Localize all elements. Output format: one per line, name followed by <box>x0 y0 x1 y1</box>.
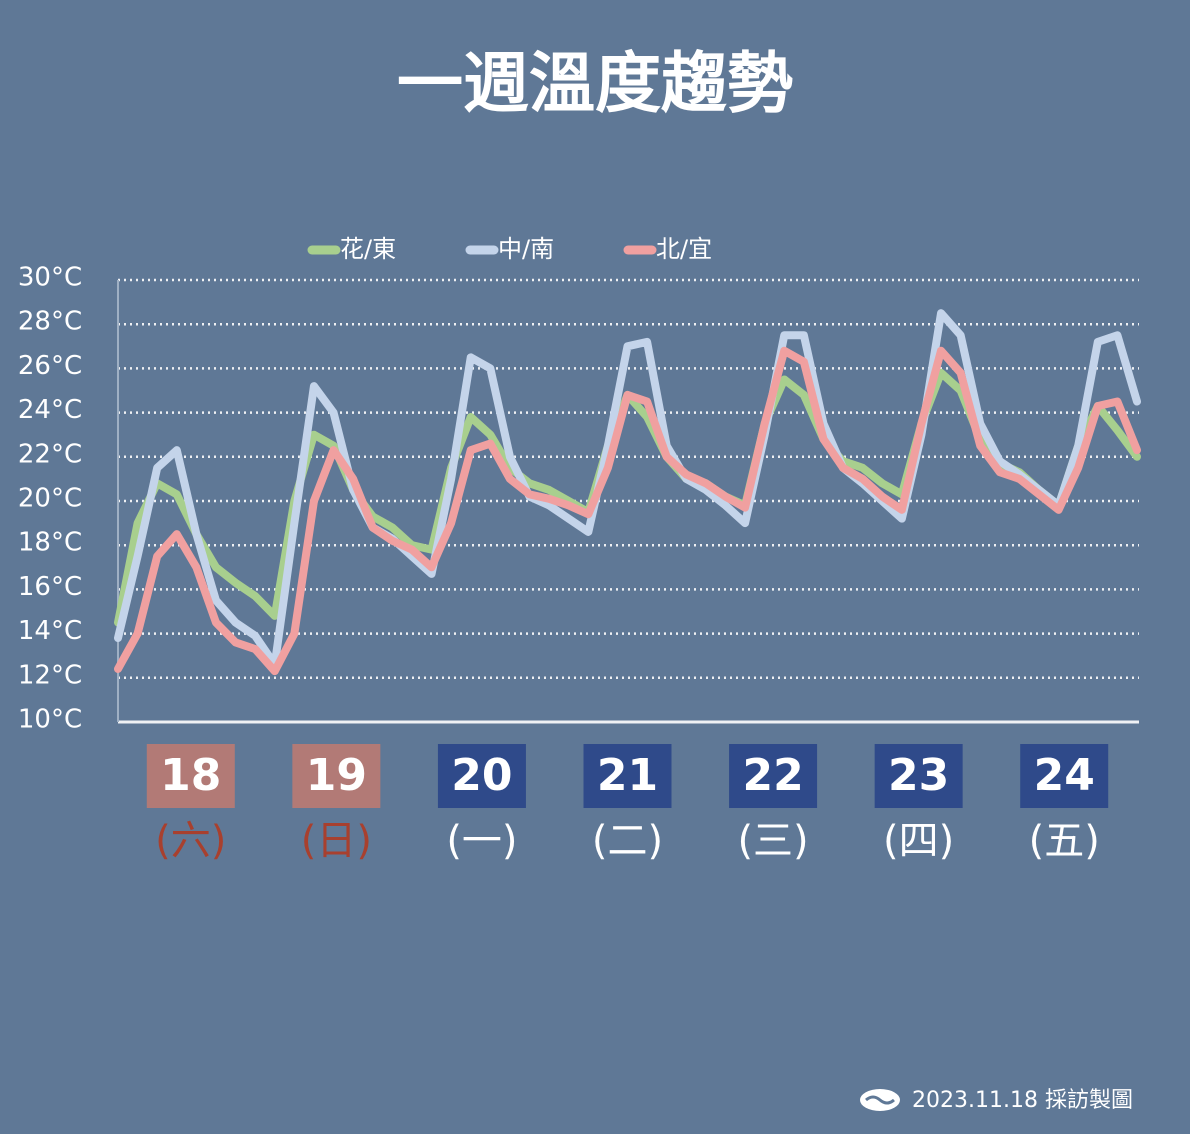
y-tick-label: 24°C <box>18 395 82 425</box>
date-box <box>874 744 963 808</box>
footer: 2023.11.18 採訪製圖 <box>912 1088 1133 1113</box>
x-tick-label: 21 <box>597 750 658 801</box>
weekday-label: (五) <box>1029 818 1100 864</box>
date-box <box>437 744 526 808</box>
y-tick-label: 20°C <box>18 484 82 514</box>
weekday-label: (日) <box>301 818 372 864</box>
date-box <box>146 744 235 808</box>
x-tick-label: 24 <box>1034 750 1095 801</box>
legend-label: 北/宜 <box>656 235 712 263</box>
y-tick-label: 10°C <box>18 705 82 735</box>
y-tick-label: 28°C <box>18 307 82 337</box>
weekday-label: (六) <box>155 818 226 864</box>
chart-title: 一週溫度趨勢 <box>397 45 793 122</box>
x-tick-label: 19 <box>306 750 367 801</box>
weekday-label: (四) <box>883 818 954 864</box>
y-tick-label: 16°C <box>18 572 82 602</box>
date-box <box>729 744 818 808</box>
weekday-label: (三) <box>737 818 808 864</box>
x-tick-label: 18 <box>160 750 221 801</box>
x-tick-label: 20 <box>451 750 512 801</box>
y-tick-label: 12°C <box>18 660 82 690</box>
x-tick-label: 22 <box>742 750 803 801</box>
y-tick-label: 14°C <box>18 616 82 646</box>
x-tick-label: 23 <box>888 750 949 801</box>
date-box <box>583 744 672 808</box>
date-box <box>292 744 381 808</box>
footer-logo <box>860 1089 900 1111</box>
legend-label: 花/東 <box>340 235 396 263</box>
date-box <box>1020 744 1109 808</box>
series-line <box>114 346 1141 676</box>
y-tick-label: 26°C <box>18 351 82 381</box>
y-tick-label: 18°C <box>18 528 82 558</box>
weekday-label: (一) <box>446 818 517 864</box>
y-tick-label: 30°C <box>18 263 82 293</box>
legend-label: 中/南 <box>498 235 554 263</box>
weekday-label: (二) <box>592 818 663 864</box>
series-line <box>114 309 1141 669</box>
y-tick-label: 22°C <box>18 439 82 469</box>
